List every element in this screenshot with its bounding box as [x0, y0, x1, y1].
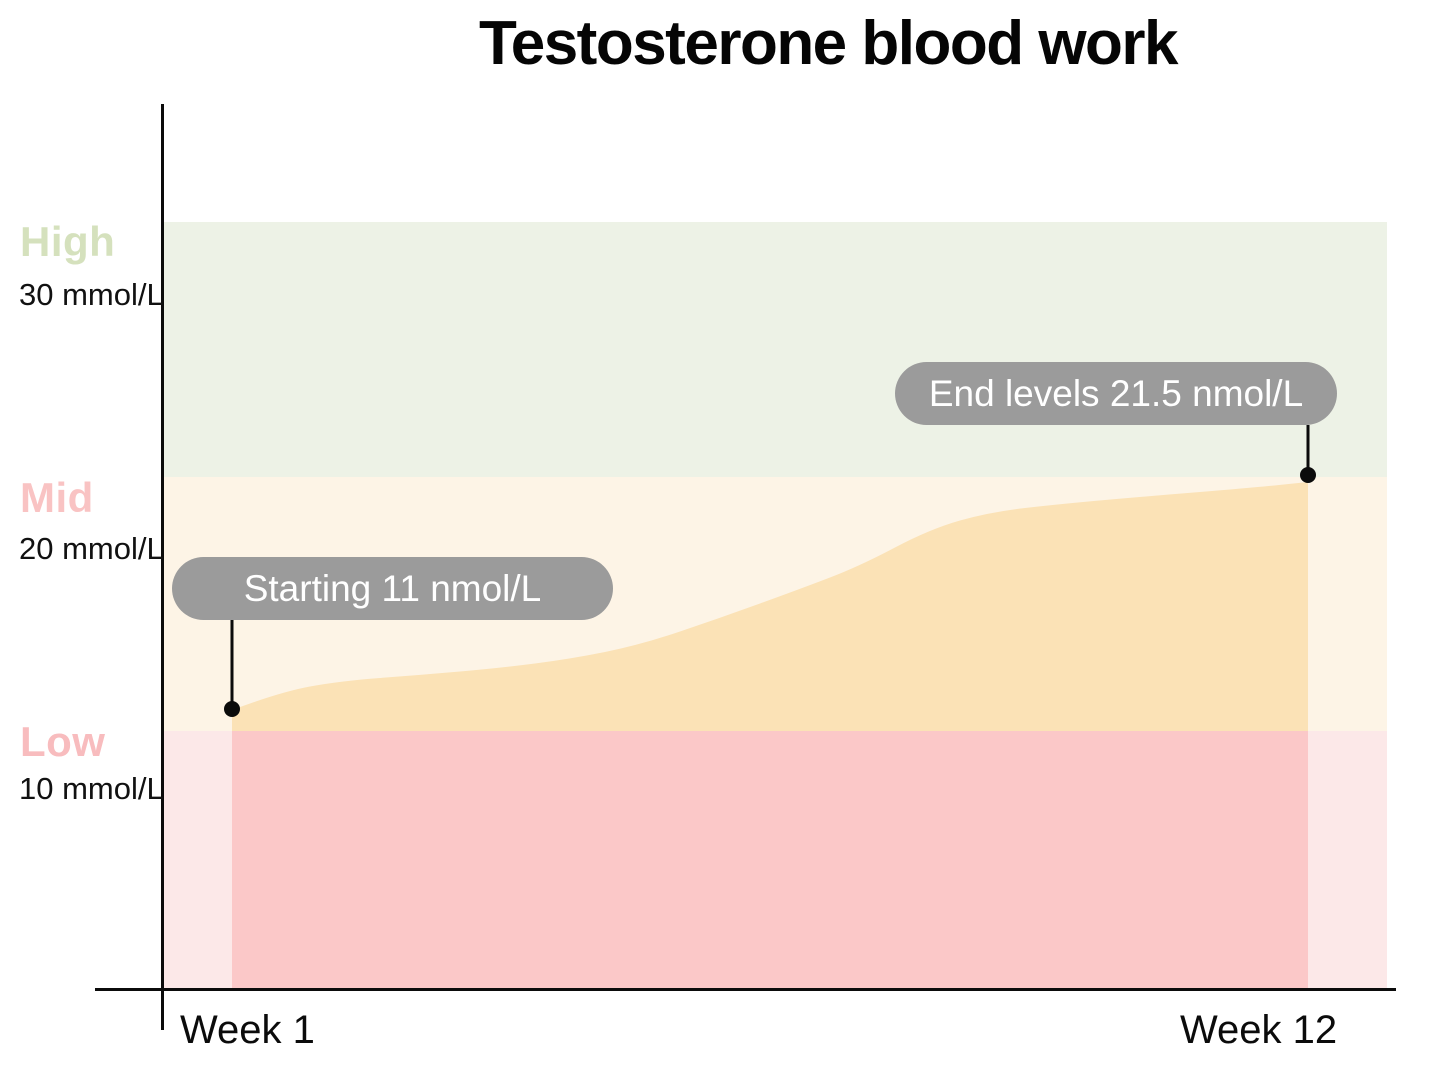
- series-area-curve: [232, 482, 1308, 731]
- start-annotation-pill: Starting 11 nmol/L: [172, 557, 613, 620]
- x-label-week-12: Week 12: [1180, 1008, 1338, 1052]
- chart-title: Testosterone blood work: [478, 9, 1179, 78]
- start-data-point: [224, 701, 240, 717]
- band-label-high: High: [20, 218, 116, 265]
- end-annotation-pill: End levels 21.5 nmol/L: [895, 362, 1337, 425]
- y-tick-10: 10 mmol/L: [19, 771, 164, 806]
- end-data-point: [1300, 467, 1316, 483]
- band-label-mid: Mid: [20, 474, 94, 521]
- band-high: [163, 222, 1387, 477]
- series-low-overlay: [232, 731, 1308, 989]
- y-tick-20: 20 mmol/L: [19, 531, 164, 566]
- y-tick-30: 30 mmol/L: [19, 277, 164, 312]
- x-label-week-1: Week 1: [180, 1008, 315, 1052]
- band-label-low: Low: [20, 718, 106, 765]
